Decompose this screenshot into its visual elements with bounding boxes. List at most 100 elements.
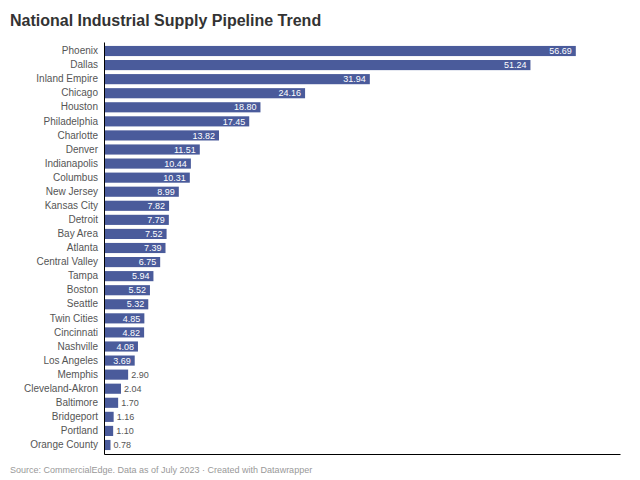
bar: [104, 60, 530, 70]
y-tick: Boston: [67, 284, 98, 295]
y-tick-label: Phoenix: [62, 45, 98, 56]
y-tick-label: Cleveland-Akron: [24, 383, 98, 394]
y-tick-label: Bay Area: [57, 228, 98, 239]
bar: [104, 398, 118, 408]
bar: [104, 229, 167, 239]
bar: [104, 313, 144, 323]
y-tick-label: Orange County: [30, 439, 98, 450]
chart-svg: National Industrial Supply Pipeline Tren…: [0, 0, 640, 480]
data-label: 1.16: [117, 412, 135, 422]
y-tick-label: Denver: [66, 144, 99, 155]
y-tick-label: Columbus: [53, 172, 98, 183]
data-label: 10.44: [164, 159, 187, 169]
chart-container: National Industrial Supply Pipeline Tren…: [0, 0, 640, 480]
bar: [104, 356, 135, 366]
y-tick: Houston: [61, 101, 98, 112]
y-tick-label: Los Angeles: [44, 355, 99, 366]
data-label: 1.70: [121, 398, 139, 408]
y-tick-label: Baltimore: [56, 397, 99, 408]
y-tick-label: Twin Cities: [50, 313, 98, 324]
data-label: 6.75: [139, 257, 157, 267]
y-tick-label: Tampa: [68, 270, 98, 281]
y-tick: Indianapolis: [45, 158, 98, 169]
y-tick: Nashville: [57, 341, 98, 352]
bar: [104, 215, 169, 225]
y-tick-label: Dallas: [70, 59, 98, 70]
y-tick: Columbus: [53, 172, 98, 183]
y-tick: Seattle: [67, 298, 99, 309]
data-label: 4.82: [123, 328, 141, 338]
bar: [104, 299, 148, 309]
bar: [104, 46, 576, 56]
y-tick-label: Nashville: [57, 341, 98, 352]
bar: [104, 257, 160, 267]
bar: [104, 327, 144, 337]
y-tick-label: Philadelphia: [44, 116, 99, 127]
y-tick: Kansas City: [45, 200, 98, 211]
y-tick-label: Seattle: [67, 298, 99, 309]
y-tick: Denver: [66, 144, 99, 155]
y-tick-label: Detroit: [69, 214, 99, 225]
data-label: 2.04: [124, 384, 142, 394]
x-axis-line: [105, 454, 621, 455]
bar: [104, 426, 113, 436]
y-tick-label: Chicago: [61, 87, 98, 98]
y-axis: Phoenix Dallas Inland Empire Chicago Houston…: [24, 43, 104, 455]
data-label: 7.39: [144, 243, 162, 253]
bar: [104, 130, 219, 140]
y-tick: Charlotte: [57, 130, 98, 141]
y-tick-label: Indianapolis: [45, 158, 98, 169]
y-tick: New Jersey: [46, 186, 98, 197]
bar: [104, 285, 150, 295]
y-tick: Inland Empire: [36, 73, 98, 84]
y-tick: Portland: [61, 425, 98, 436]
bar: [104, 243, 166, 253]
bar: [104, 74, 370, 84]
data-label: 7.82: [148, 201, 166, 211]
data-label: 51.24: [504, 60, 527, 70]
annotation: Source: CommercialEdge. Data as of July …: [10, 465, 312, 475]
bar: [104, 412, 114, 422]
y-tick: Central Valley: [36, 256, 98, 267]
y-tick: Cincinnati: [54, 327, 98, 338]
y-tick: Memphis: [57, 369, 98, 380]
y-axis-line: [104, 43, 105, 455]
data-label: 5.94: [132, 271, 150, 281]
bar: [104, 144, 200, 154]
bar: [104, 173, 190, 183]
bar: [104, 116, 249, 126]
y-tick-label: Bridgeport: [52, 411, 98, 422]
data-label: 10.31: [163, 173, 186, 183]
y-tick: Los Angeles: [44, 355, 99, 366]
data-label: 31.94: [343, 74, 366, 84]
y-tick: Baltimore: [56, 397, 99, 408]
bar: [104, 341, 138, 351]
y-tick: Bay Area: [57, 228, 98, 239]
data-label: 18.80: [234, 102, 257, 112]
y-tick-label: Inland Empire: [36, 73, 98, 84]
y-tick-label: New Jersey: [46, 186, 98, 197]
y-tick: Tampa: [68, 270, 98, 281]
data-label: 1.10: [116, 426, 134, 436]
y-tick-label: Central Valley: [36, 256, 98, 267]
y-tick-label: Atlanta: [67, 242, 99, 253]
y-tick: Detroit: [69, 214, 99, 225]
y-tick-label: Charlotte: [57, 130, 98, 141]
y-tick: Chicago: [61, 87, 98, 98]
data-label: 17.45: [223, 117, 246, 127]
bar: [104, 187, 179, 197]
y-tick-label: Boston: [67, 284, 98, 295]
y-tick: Bridgeport: [52, 411, 98, 422]
y-tick-label: Cincinnati: [54, 327, 98, 338]
data-label: 7.52: [145, 229, 163, 239]
bar: [104, 88, 305, 98]
data-label: 24.16: [279, 88, 302, 98]
data-label: 0.78: [113, 440, 131, 450]
data-label: 56.69: [549, 46, 572, 56]
x-axis: [105, 454, 621, 455]
y-tick: Phoenix: [62, 45, 98, 56]
y-tick: Orange County: [30, 439, 98, 450]
data-label: 5.52: [128, 285, 146, 295]
y-tick: Twin Cities: [50, 313, 98, 324]
y-tick: Cleveland-Akron: [24, 383, 98, 394]
